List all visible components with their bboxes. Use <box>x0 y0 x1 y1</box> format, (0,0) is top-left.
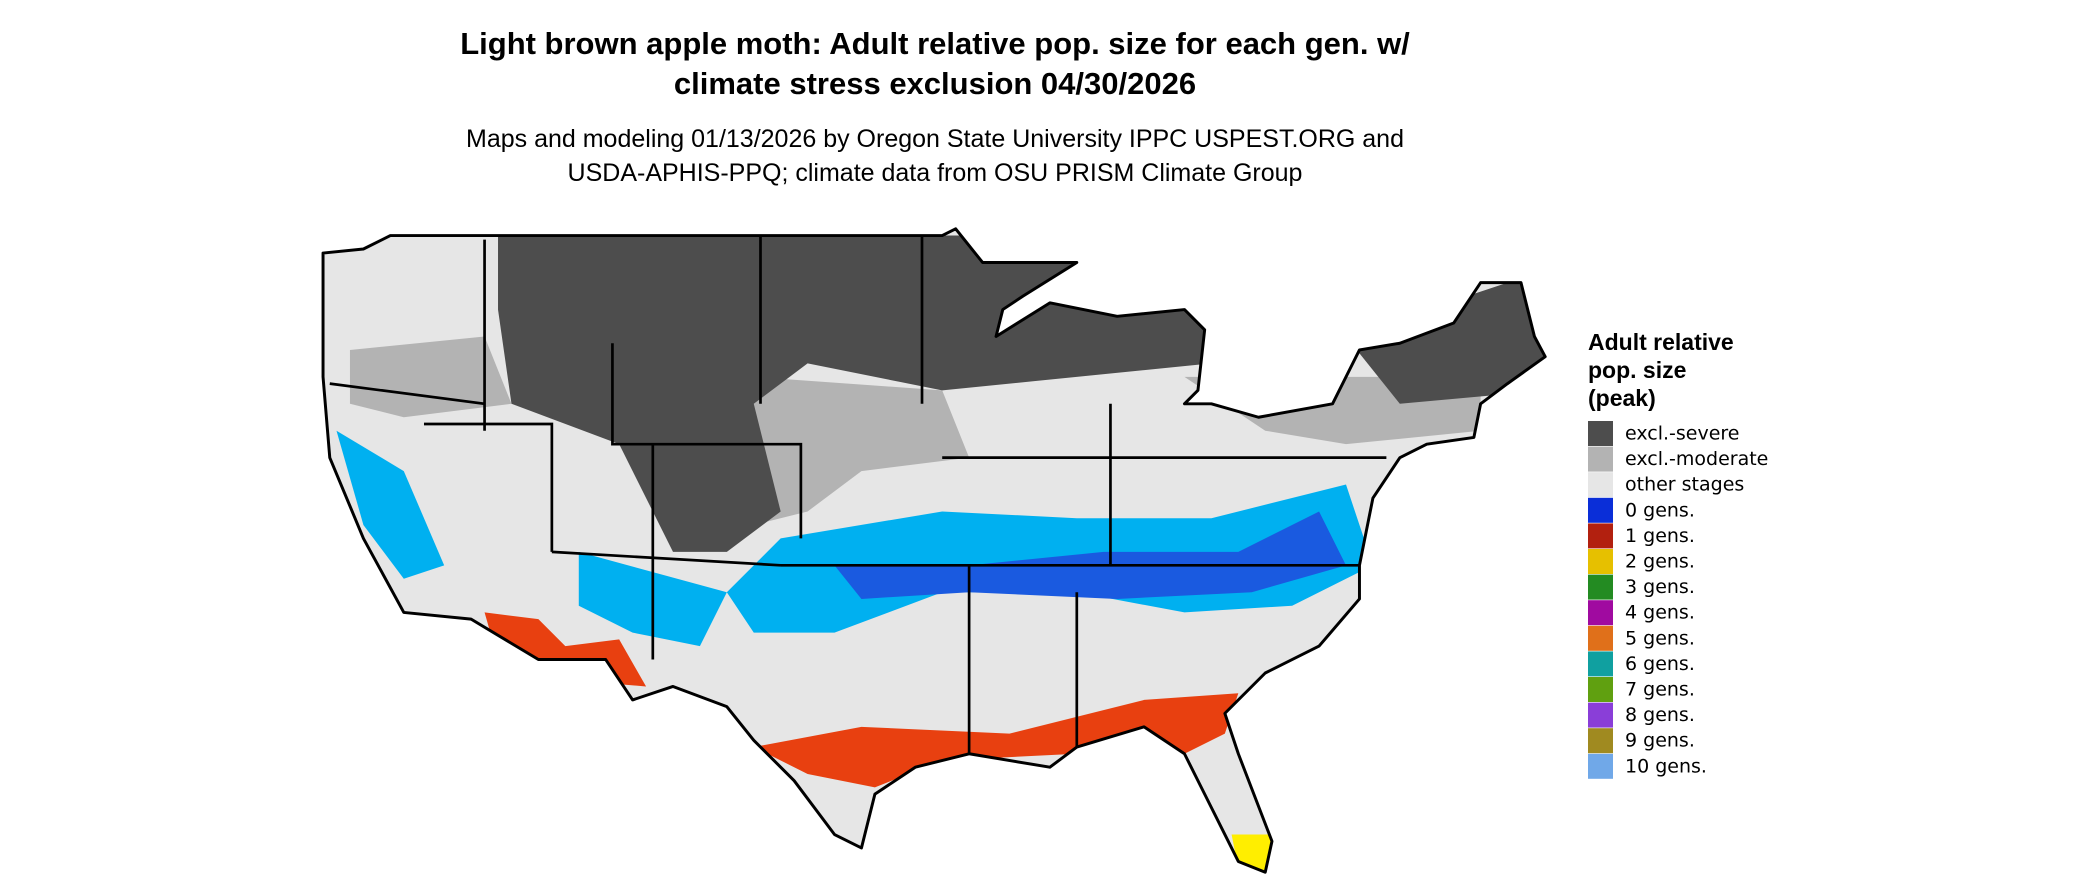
title-line: Light brown apple moth: Adult relative p… <box>460 26 1410 61</box>
legend-label: 1 gens. <box>1625 525 1695 547</box>
region-moderate <box>349 336 512 418</box>
region-severe <box>1345 269 1546 404</box>
legend-label: 7 gens. <box>1625 679 1695 701</box>
legend-label: 0 gens. <box>1625 499 1695 521</box>
legend-label: excl.-severe <box>1625 423 1740 445</box>
legend-swatch <box>1588 702 1613 728</box>
title-line: climate stress exclusion 04/30/2026 <box>673 66 1197 101</box>
legend-swatch <box>1588 421 1613 446</box>
legend-label: 3 gens. <box>1625 576 1695 598</box>
subtitle-line: Maps and modeling 01/13/2026 by Oregon S… <box>466 125 1404 153</box>
legend-title-line: Adult relative <box>1588 329 1734 355</box>
legend-label: excl.-moderate <box>1625 448 1768 470</box>
region-blue <box>834 511 1346 599</box>
legend-label: 5 gens. <box>1625 627 1695 649</box>
legend-swatch <box>1588 753 1613 779</box>
legend-label: 10 gens. <box>1625 755 1707 777</box>
legend-swatch <box>1588 497 1613 523</box>
legend-swatch <box>1588 651 1613 677</box>
subtitle: Maps and modeling 01/13/2026 by Oregon S… <box>335 122 1535 190</box>
legend-label: 2 gens. <box>1625 551 1695 573</box>
legend-swatch <box>1588 574 1613 600</box>
legend-title-line: (peak) <box>1588 385 1656 411</box>
legend-label: 4 gens. <box>1625 602 1695 624</box>
legend-label: 8 gens. <box>1625 704 1695 726</box>
legend-label: 9 gens. <box>1625 730 1695 752</box>
legend-swatch <box>1588 472 1613 498</box>
legend-swatch <box>1588 728 1613 754</box>
title: Light brown apple moth: Adult relative p… <box>335 24 1535 104</box>
subtitle-line: USDA-APHIS-PPQ; climate data from OSU PR… <box>567 159 1303 187</box>
state-lines <box>329 235 1387 754</box>
map-body <box>321 227 1547 874</box>
country-outline <box>321 227 1547 874</box>
legend-title-line: pop. size <box>1588 357 1687 383</box>
legend-label: other stages <box>1625 474 1744 496</box>
legend-swatch <box>1588 523 1613 549</box>
legend-swatch <box>1588 677 1613 702</box>
legend-swatch <box>1588 600 1613 626</box>
legend-title: Adult relative pop. size (peak) <box>1588 328 1734 412</box>
legend-swatch <box>1588 446 1613 472</box>
region-light-blue <box>336 430 445 579</box>
legend-swatch <box>1588 549 1613 574</box>
legend-label: 6 gens. <box>1625 653 1695 675</box>
legend-swatch <box>1588 625 1613 651</box>
region-orange <box>753 693 1239 788</box>
